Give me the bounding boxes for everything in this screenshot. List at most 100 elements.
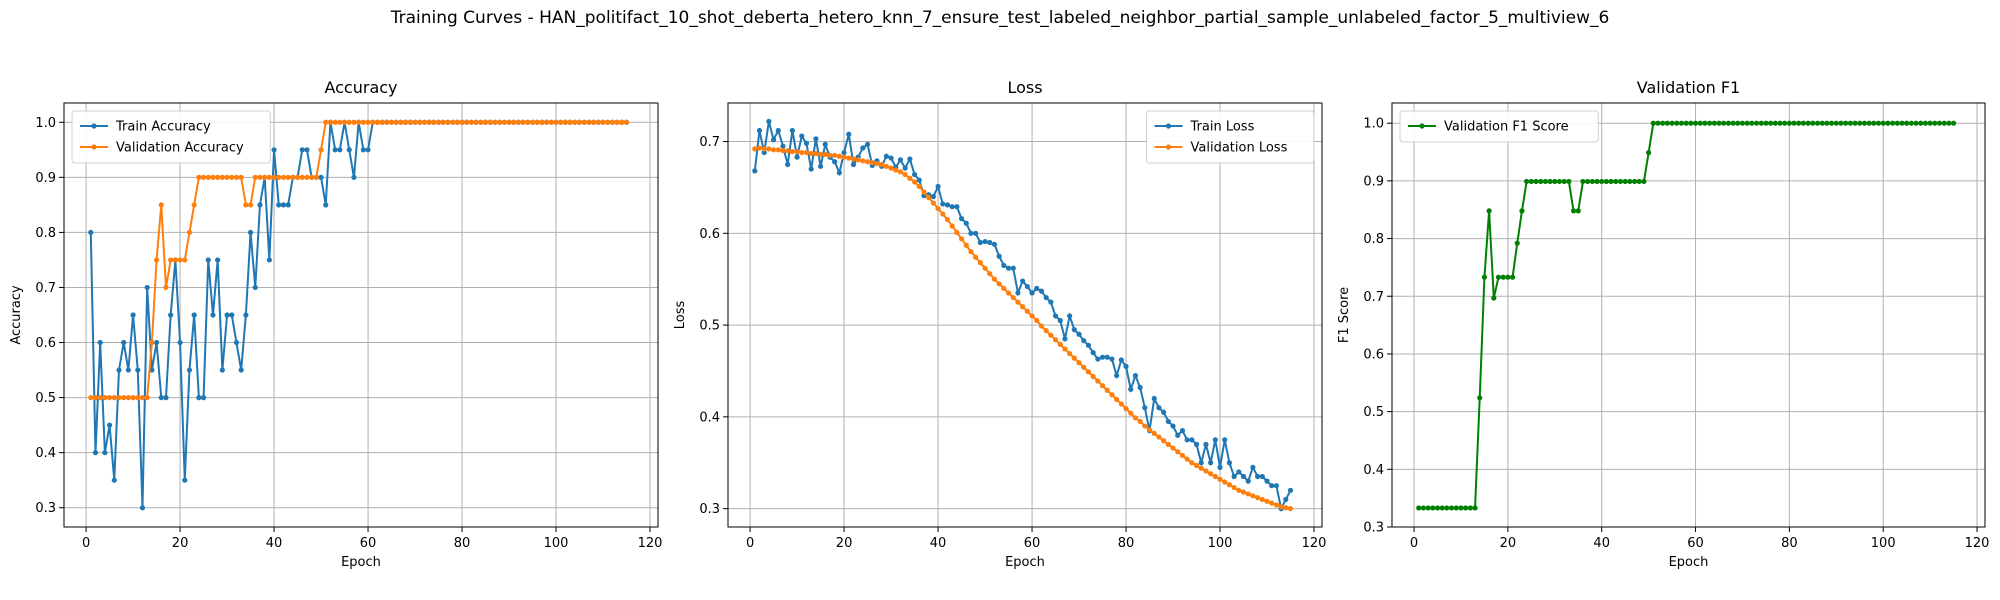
validation-f1-x-tick-label: 60: [1687, 536, 1704, 551]
validation-loss-point: [949, 223, 955, 229]
validation-accuracy-series: [88, 119, 630, 401]
accuracy-x-tick-label: 0: [82, 536, 90, 551]
validation-loss-point: [770, 147, 777, 153]
loss-x-tick-label: 0: [746, 536, 754, 551]
train-loss-point: [897, 157, 904, 163]
validation-accuracy-point: [567, 119, 573, 125]
validation-f1-score-point: [1777, 120, 1783, 126]
validation-accuracy-point: [482, 119, 489, 125]
validation-accuracy-point: [412, 119, 418, 125]
validation-loss-point: [836, 153, 842, 159]
accuracy-x-tick-label: 60: [360, 536, 377, 551]
validation-f1-score-point: [1622, 178, 1628, 185]
train-loss-point: [935, 183, 941, 190]
train-accuracy-point: [210, 312, 216, 318]
train-accuracy-point: [139, 505, 146, 511]
validation-f1-score-point: [1425, 505, 1431, 511]
validation-accuracy-point: [591, 119, 597, 125]
validation-loss-point: [1250, 493, 1256, 499]
validation-f1-score-point: [1631, 178, 1638, 185]
train-loss-point: [1128, 386, 1134, 392]
validation-loss-point: [874, 160, 880, 167]
train-accuracy-point: [125, 367, 131, 373]
train-loss-point: [1236, 469, 1242, 475]
validation-accuracy-point: [318, 147, 324, 153]
validation-accuracy-point: [313, 174, 319, 180]
train-loss-point: [1156, 405, 1162, 411]
validation-f1-score-point: [1495, 274, 1502, 280]
validation-f1-score-point: [1749, 120, 1755, 126]
validation-loss-point: [1212, 473, 1218, 480]
validation-loss-point: [944, 216, 951, 223]
validation-f1-score-point: [1768, 120, 1774, 126]
train-loss-point: [902, 165, 908, 171]
validation-f1-score-point: [1458, 505, 1464, 511]
validation-f1-score-point: [1678, 120, 1685, 126]
train-accuracy-point: [177, 339, 183, 346]
validation-f1-score-point: [1500, 274, 1506, 280]
train-loss-point: [1081, 338, 1087, 344]
validation-loss-point: [1062, 346, 1068, 352]
validation-accuracy-point: [285, 174, 291, 180]
validation-accuracy-point: [454, 119, 460, 125]
train-accuracy-point: [205, 257, 211, 263]
validation-accuracy-point: [501, 119, 507, 125]
train-loss-point: [1123, 363, 1129, 369]
validation-loss-point: [1099, 383, 1106, 389]
validation-loss-point: [775, 147, 781, 153]
train-loss-point: [803, 140, 810, 146]
train-loss-point: [1109, 356, 1115, 362]
loss-x-tick-label: 20: [836, 536, 853, 551]
validation-loss-point: [832, 152, 838, 158]
train-loss-point: [1132, 372, 1139, 379]
validation-accuracy-point: [200, 174, 207, 180]
validation-accuracy-point: [388, 119, 395, 125]
validation-loss-point: [1287, 506, 1294, 512]
accuracy-y-tick-label: 1.0: [35, 116, 56, 131]
train-loss-point: [1137, 384, 1143, 391]
validation-loss-point: [1170, 445, 1176, 451]
train-accuracy-point: [224, 312, 230, 318]
validation-f1-score-point: [1477, 395, 1483, 401]
validation-loss-point: [987, 271, 993, 277]
validation-accuracy-point: [515, 119, 522, 125]
validation-loss-point: [1222, 479, 1228, 485]
accuracy-x-tick-label: 20: [172, 536, 189, 551]
train-accuracy-point: [346, 147, 352, 153]
train-loss-point: [996, 253, 1002, 259]
validation-accuracy-point: [304, 174, 310, 180]
train-loss-point: [1193, 441, 1200, 447]
validation-loss-legend-label: Validation Loss: [1191, 141, 1288, 156]
validation-loss-point: [977, 260, 983, 266]
validation-accuracy-point: [492, 119, 498, 125]
loss-y-tick-label: 0.4: [699, 410, 720, 425]
train-loss-point: [1175, 432, 1181, 438]
train-accuracy-point: [97, 339, 103, 346]
train-loss-point: [1118, 357, 1124, 363]
validation-f1-score-point: [1852, 120, 1858, 126]
validation-accuracy-point: [229, 174, 235, 180]
validation-loss-point: [1146, 427, 1153, 433]
validation-accuracy-point: [558, 119, 564, 125]
validation-f1-score-series: [1416, 120, 1957, 511]
validation-loss-point: [1048, 332, 1054, 338]
train-loss-point: [1208, 460, 1214, 466]
accuracy-x-tick-label: 120: [638, 536, 663, 551]
train-loss-point: [1062, 336, 1068, 342]
validation-accuracy-point: [403, 119, 409, 125]
train-loss-point: [1273, 483, 1280, 489]
validation-f1-score-point: [1434, 505, 1441, 511]
validation-f1-score-point: [1805, 120, 1811, 126]
validation-accuracy-point: [294, 174, 301, 180]
validation-accuracy-legend-marker: [91, 144, 97, 150]
validation-loss-point: [1283, 505, 1289, 511]
train-loss-point: [1259, 473, 1265, 480]
train-accuracy-point: [219, 367, 225, 373]
validation-loss-point: [1156, 434, 1162, 440]
validation-f1-score-point: [1763, 120, 1769, 126]
validation-accuracy-point: [365, 119, 371, 125]
train-loss-point: [1099, 354, 1106, 360]
